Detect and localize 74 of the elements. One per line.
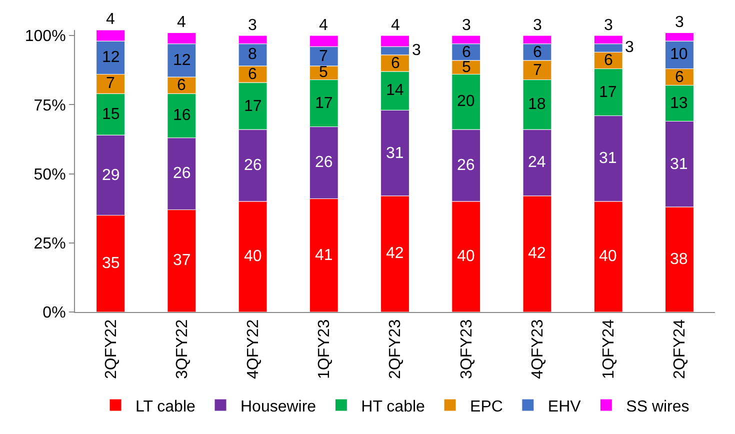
data-label: 12 bbox=[102, 49, 120, 66]
x-tick-label: 4QFY22 bbox=[244, 319, 262, 379]
data-label: 17 bbox=[244, 98, 262, 115]
legend-label: EPC bbox=[470, 398, 503, 416]
data-label: 18 bbox=[528, 96, 546, 113]
data-label: 15 bbox=[102, 106, 120, 123]
legend-label: EHV bbox=[548, 398, 582, 416]
data-label: 35 bbox=[102, 255, 120, 272]
data-label: 40 bbox=[599, 248, 617, 265]
data-label: 38 bbox=[670, 251, 688, 268]
data-label: 3 bbox=[248, 17, 257, 34]
x-tick-label: 2QFY23 bbox=[387, 319, 404, 379]
data-label: 5 bbox=[319, 64, 328, 81]
x-tick-label: 4QFY23 bbox=[529, 319, 546, 379]
data-label: 31 bbox=[386, 145, 404, 162]
data-label: 3 bbox=[462, 17, 471, 34]
data-label: 40 bbox=[457, 248, 475, 265]
data-label: 6 bbox=[462, 44, 471, 61]
data-label: 31 bbox=[599, 150, 617, 167]
data-label: 37 bbox=[173, 252, 191, 269]
x-tick-label: 1QFY24 bbox=[600, 319, 618, 379]
data-label: 8 bbox=[248, 46, 257, 63]
data-label: 6 bbox=[391, 55, 400, 72]
data-label: 42 bbox=[386, 245, 404, 262]
data-label: 6 bbox=[248, 66, 257, 83]
x-tick-label: 1QFY23 bbox=[316, 319, 334, 379]
y-tick-label: 100% bbox=[24, 28, 66, 46]
data-label: 41 bbox=[315, 247, 333, 264]
x-tick-label: 2QFY22 bbox=[102, 319, 120, 379]
data-label: 24 bbox=[528, 154, 546, 171]
data-label: 26 bbox=[457, 157, 475, 174]
data-label: 5 bbox=[462, 59, 471, 76]
data-label: 10 bbox=[670, 46, 688, 63]
data-label: 3 bbox=[604, 17, 613, 34]
x-tick-label: 3QFY23 bbox=[458, 319, 476, 379]
legend-label: HT cable bbox=[361, 398, 426, 416]
data-label: 3 bbox=[625, 39, 634, 56]
data-label: 4 bbox=[177, 14, 186, 31]
y-tick-label: 50% bbox=[34, 166, 66, 184]
data-label: 29 bbox=[102, 167, 120, 184]
data-label: 7 bbox=[319, 48, 328, 65]
y-tick-label: 0% bbox=[42, 304, 66, 322]
y-tick-label: 25% bbox=[34, 235, 66, 252]
data-label: 6 bbox=[675, 69, 684, 86]
legend-label: LT cable bbox=[136, 398, 196, 416]
data-label: 26 bbox=[173, 165, 191, 182]
legend-label: SS wires bbox=[626, 398, 690, 416]
data-label: 6 bbox=[533, 44, 542, 61]
data-label: 31 bbox=[670, 156, 688, 173]
data-label: 13 bbox=[670, 95, 688, 112]
data-label: 42 bbox=[528, 245, 546, 262]
data-label: 26 bbox=[315, 154, 333, 171]
data-label: 40 bbox=[244, 248, 262, 265]
data-label: 3 bbox=[412, 42, 421, 59]
data-label: 3 bbox=[533, 17, 542, 34]
data-label: 4 bbox=[106, 11, 115, 28]
legend-label: Housewire bbox=[240, 398, 316, 416]
data-label: 16 bbox=[173, 107, 191, 124]
data-label: 20 bbox=[457, 93, 475, 110]
x-tick-label: 2QFY24 bbox=[672, 319, 689, 379]
x-tick-label: 3QFY22 bbox=[174, 319, 191, 379]
data-label: 14 bbox=[386, 82, 404, 99]
data-label: 12 bbox=[173, 52, 191, 69]
data-label: 7 bbox=[533, 62, 542, 79]
data-label: 26 bbox=[244, 157, 262, 174]
data-label: 17 bbox=[599, 84, 617, 101]
data-label: 17 bbox=[315, 95, 333, 112]
data-label: 6 bbox=[177, 77, 186, 94]
data-label: 6 bbox=[604, 52, 613, 69]
data-label: 4 bbox=[391, 17, 400, 34]
data-label: 7 bbox=[106, 75, 115, 92]
data-label: 3 bbox=[675, 14, 684, 31]
y-tick-label: 75% bbox=[34, 97, 66, 114]
data-label: 4 bbox=[319, 17, 328, 34]
